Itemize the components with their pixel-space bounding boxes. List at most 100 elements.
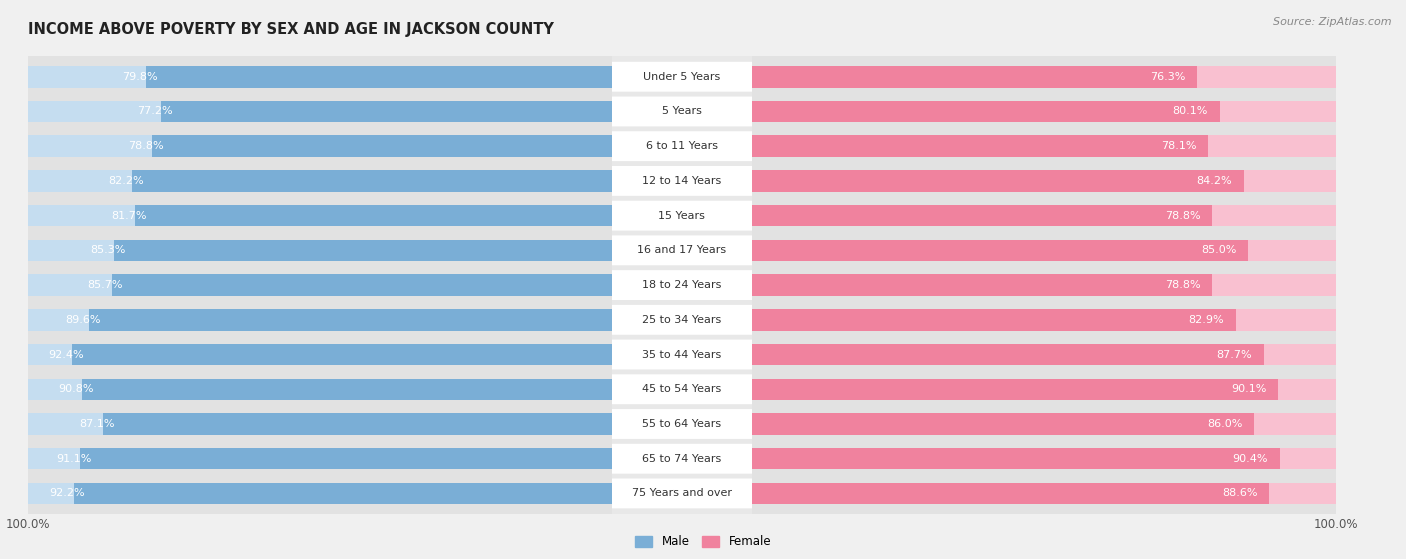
- FancyBboxPatch shape: [751, 229, 1337, 272]
- Bar: [752, 240, 1336, 261]
- Text: 15 Years: 15 Years: [658, 211, 706, 221]
- FancyBboxPatch shape: [612, 131, 752, 161]
- Text: 86.0%: 86.0%: [1206, 419, 1243, 429]
- FancyBboxPatch shape: [749, 361, 1339, 418]
- FancyBboxPatch shape: [612, 270, 752, 300]
- FancyBboxPatch shape: [25, 187, 614, 244]
- FancyBboxPatch shape: [27, 299, 613, 341]
- FancyBboxPatch shape: [27, 368, 613, 410]
- Text: 81.7%: 81.7%: [111, 211, 146, 221]
- Bar: [28, 205, 612, 226]
- Bar: [752, 274, 1212, 296]
- FancyBboxPatch shape: [751, 90, 1337, 132]
- Bar: [752, 448, 1336, 470]
- Text: 90.8%: 90.8%: [58, 384, 93, 394]
- Bar: [28, 66, 612, 88]
- FancyBboxPatch shape: [749, 48, 1339, 106]
- FancyBboxPatch shape: [583, 368, 780, 410]
- FancyBboxPatch shape: [751, 368, 1337, 410]
- FancyBboxPatch shape: [751, 333, 1337, 376]
- Text: 78.8%: 78.8%: [1164, 211, 1201, 221]
- FancyBboxPatch shape: [751, 125, 1337, 167]
- Bar: [162, 101, 612, 122]
- FancyBboxPatch shape: [27, 472, 613, 515]
- FancyBboxPatch shape: [751, 160, 1337, 202]
- FancyBboxPatch shape: [583, 333, 780, 376]
- FancyBboxPatch shape: [583, 55, 780, 98]
- FancyBboxPatch shape: [25, 152, 614, 210]
- Bar: [752, 448, 1279, 470]
- FancyBboxPatch shape: [751, 403, 1337, 445]
- Bar: [752, 101, 1336, 122]
- Bar: [752, 135, 1208, 157]
- Bar: [132, 170, 612, 192]
- Text: 78.8%: 78.8%: [1164, 280, 1201, 290]
- FancyBboxPatch shape: [751, 55, 1337, 98]
- Text: 82.2%: 82.2%: [108, 176, 143, 186]
- FancyBboxPatch shape: [25, 83, 614, 140]
- FancyBboxPatch shape: [25, 326, 614, 383]
- Text: INCOME ABOVE POVERTY BY SEX AND AGE IN JACKSON COUNTY: INCOME ABOVE POVERTY BY SEX AND AGE IN J…: [28, 22, 554, 37]
- Text: 90.4%: 90.4%: [1233, 454, 1268, 464]
- FancyBboxPatch shape: [612, 62, 752, 92]
- Bar: [752, 413, 1254, 435]
- FancyBboxPatch shape: [27, 438, 613, 480]
- FancyBboxPatch shape: [27, 264, 613, 306]
- Text: 12 to 14 Years: 12 to 14 Years: [643, 176, 721, 186]
- FancyBboxPatch shape: [25, 395, 614, 453]
- Bar: [28, 448, 612, 470]
- Bar: [89, 309, 612, 330]
- FancyBboxPatch shape: [25, 291, 614, 349]
- FancyBboxPatch shape: [749, 395, 1339, 453]
- Text: 55 to 64 Years: 55 to 64 Years: [643, 419, 721, 429]
- Bar: [752, 482, 1270, 504]
- FancyBboxPatch shape: [25, 361, 614, 418]
- Bar: [752, 170, 1336, 192]
- Bar: [752, 378, 1278, 400]
- Bar: [28, 240, 612, 261]
- FancyBboxPatch shape: [749, 291, 1339, 349]
- Bar: [752, 378, 1336, 400]
- Legend: Male, Female: Male, Female: [630, 530, 776, 553]
- Text: 16 and 17 Years: 16 and 17 Years: [637, 245, 727, 255]
- FancyBboxPatch shape: [27, 333, 613, 376]
- FancyBboxPatch shape: [751, 299, 1337, 341]
- FancyBboxPatch shape: [27, 90, 613, 132]
- FancyBboxPatch shape: [583, 472, 780, 515]
- FancyBboxPatch shape: [751, 472, 1337, 515]
- Bar: [114, 240, 612, 261]
- Bar: [752, 66, 1336, 88]
- Bar: [104, 413, 612, 435]
- Bar: [752, 205, 1212, 226]
- Text: 76.3%: 76.3%: [1150, 72, 1185, 82]
- FancyBboxPatch shape: [583, 160, 780, 202]
- FancyBboxPatch shape: [749, 152, 1339, 210]
- FancyBboxPatch shape: [583, 299, 780, 341]
- Text: 91.1%: 91.1%: [56, 454, 91, 464]
- Bar: [752, 344, 1336, 366]
- FancyBboxPatch shape: [749, 326, 1339, 383]
- Text: 75 Years and over: 75 Years and over: [631, 489, 733, 499]
- FancyBboxPatch shape: [751, 264, 1337, 306]
- Bar: [28, 344, 612, 366]
- Text: 77.2%: 77.2%: [138, 106, 173, 116]
- Text: 25 to 34 Years: 25 to 34 Years: [643, 315, 721, 325]
- Bar: [752, 240, 1249, 261]
- Bar: [752, 413, 1336, 435]
- Text: 88.6%: 88.6%: [1222, 489, 1257, 499]
- FancyBboxPatch shape: [583, 438, 780, 480]
- Bar: [73, 344, 612, 366]
- FancyBboxPatch shape: [27, 195, 613, 237]
- Text: 84.2%: 84.2%: [1197, 176, 1232, 186]
- Text: 78.1%: 78.1%: [1161, 141, 1197, 151]
- Bar: [28, 413, 612, 435]
- FancyBboxPatch shape: [583, 90, 780, 132]
- Text: 85.7%: 85.7%: [87, 280, 124, 290]
- FancyBboxPatch shape: [749, 465, 1339, 522]
- FancyBboxPatch shape: [749, 221, 1339, 279]
- FancyBboxPatch shape: [27, 160, 613, 202]
- FancyBboxPatch shape: [583, 403, 780, 445]
- FancyBboxPatch shape: [612, 235, 752, 266]
- Text: 18 to 24 Years: 18 to 24 Years: [643, 280, 721, 290]
- Bar: [152, 135, 612, 157]
